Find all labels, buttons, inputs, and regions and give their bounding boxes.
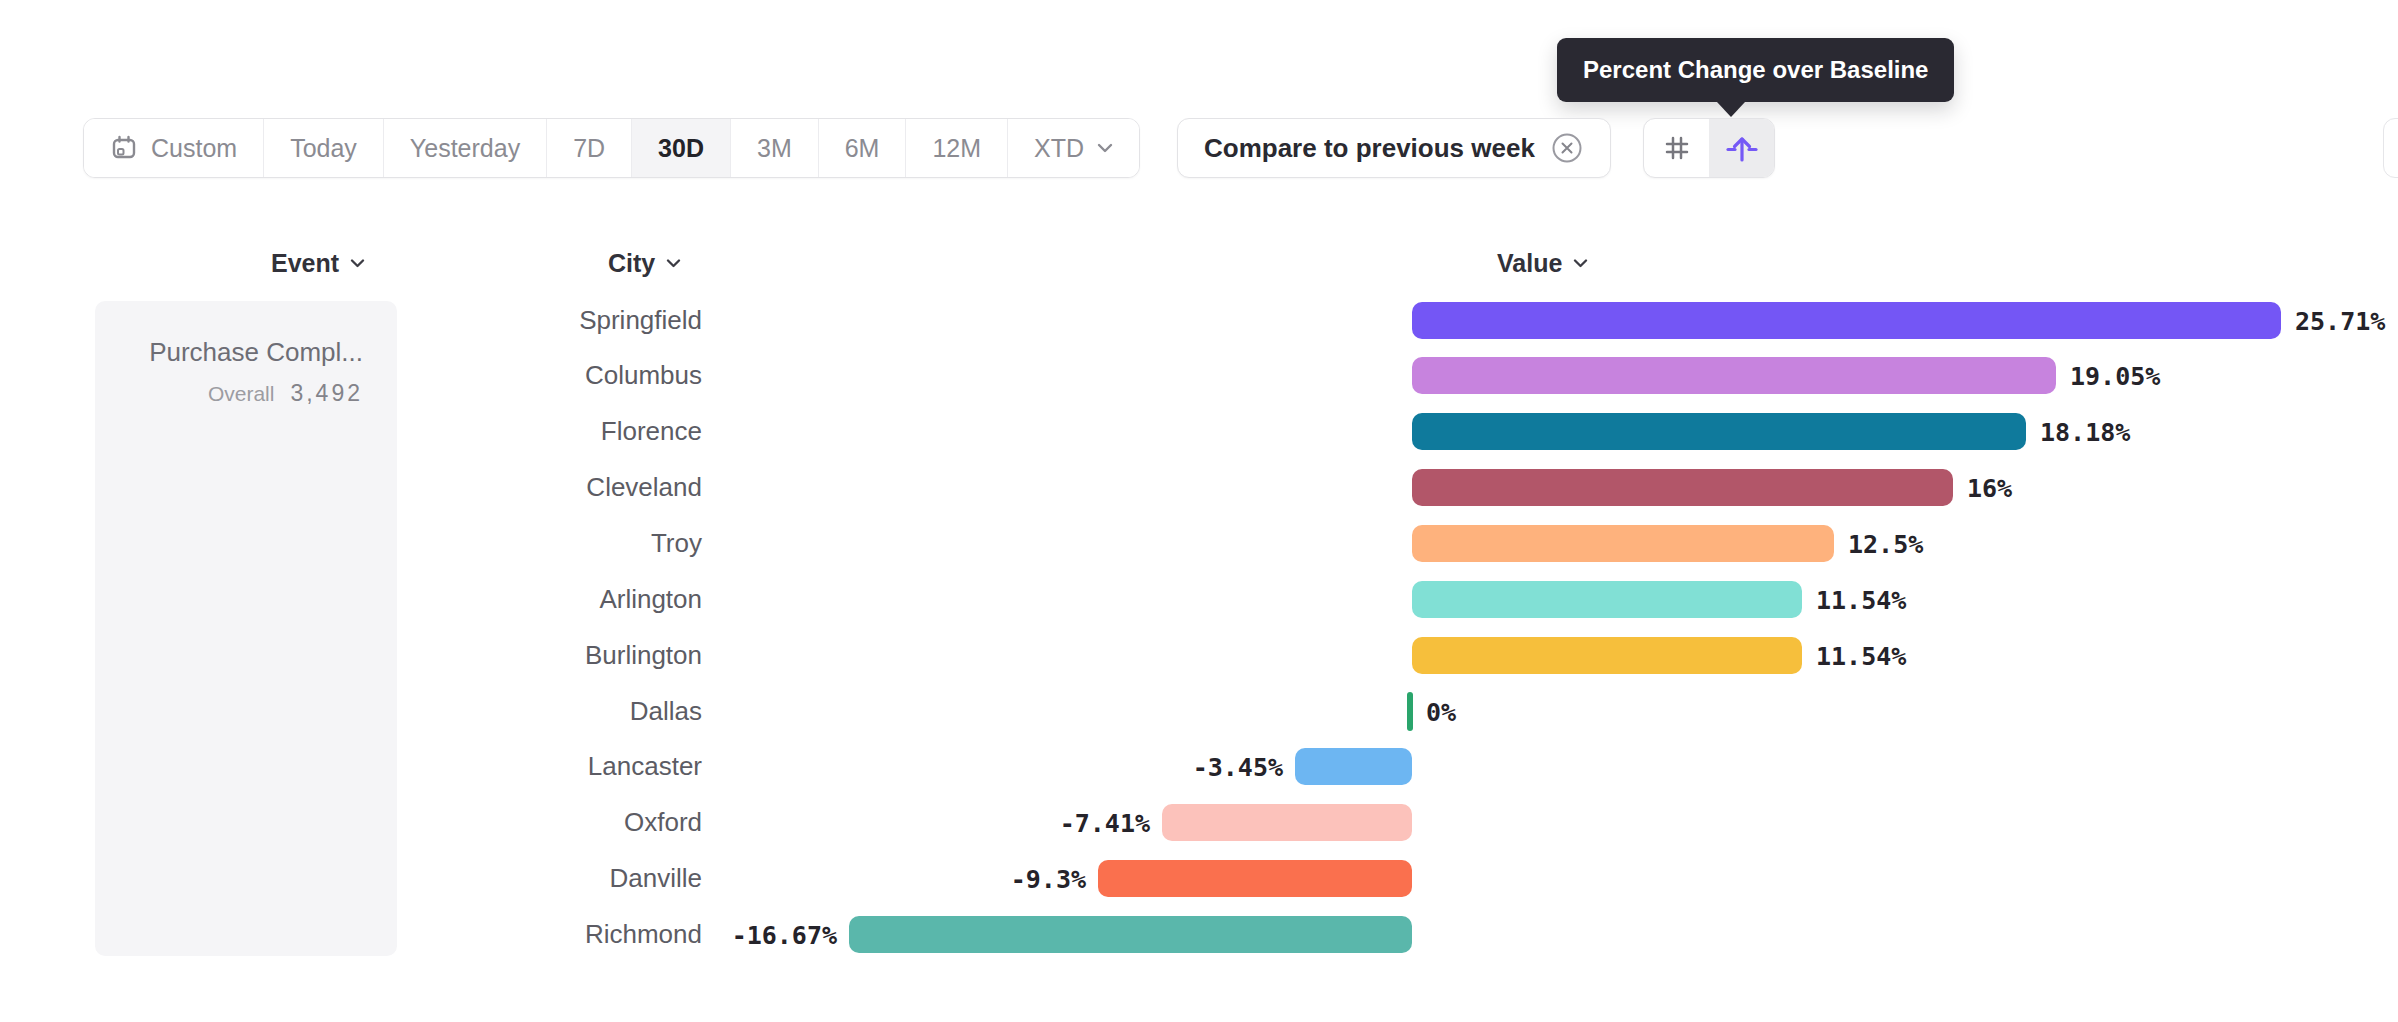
- calendar-icon: [110, 134, 138, 162]
- value-bar[interactable]: [1412, 581, 1802, 618]
- column-header-value[interactable]: Value: [1497, 248, 1588, 278]
- event-name: Purchase Compl...: [115, 337, 363, 368]
- tooltip: Percent Change over Baseline: [1557, 38, 1954, 102]
- date-range-label: Yesterday: [410, 134, 520, 163]
- date-range-xtd-button[interactable]: XTD: [1008, 119, 1139, 177]
- date-range-7d-button[interactable]: 7D: [547, 119, 632, 177]
- city-label: Burlington: [342, 637, 702, 674]
- value-label: 0%: [1426, 693, 1456, 730]
- city-label: Cleveland: [342, 469, 702, 506]
- value-bar[interactable]: [1412, 302, 2281, 339]
- show-numbers-button[interactable]: [1644, 119, 1709, 177]
- chevron-down-icon: [1097, 143, 1113, 153]
- value-bar[interactable]: [1295, 748, 1412, 785]
- city-label: Springfield: [342, 302, 702, 339]
- date-range-label: Today: [290, 134, 357, 163]
- event-cell-card[interactable]: Purchase Compl... Overall 3,492: [95, 301, 397, 956]
- value-label: 16%: [1967, 469, 2012, 506]
- value-label: 25.71%: [2295, 302, 2385, 339]
- percent-change-baseline-button[interactable]: [1709, 119, 1774, 177]
- date-range-label: 3M: [757, 134, 792, 163]
- value-bar[interactable]: [849, 916, 1412, 953]
- value-label: -3.45%: [1063, 748, 1283, 785]
- date-range-custom-button[interactable]: Custom: [84, 119, 264, 177]
- value-label: 11.54%: [1816, 637, 1906, 674]
- city-label: Lancaster: [342, 748, 702, 785]
- value-label: 19.05%: [2070, 357, 2160, 394]
- city-label: Danville: [342, 860, 702, 897]
- circle-x-icon[interactable]: [1550, 131, 1584, 165]
- city-label: Florence: [342, 413, 702, 450]
- baseline-arrow-icon: [1724, 130, 1760, 166]
- city-label: Dallas: [342, 693, 702, 730]
- value-bar[interactable]: [1412, 357, 2056, 394]
- date-range-30d-button[interactable]: 30D: [632, 119, 731, 177]
- date-range-6m-button[interactable]: 6M: [819, 119, 907, 177]
- date-range-toolbar: Custom Today Yesterday 7D 30D 3M 6M 12M …: [83, 118, 1140, 178]
- value-bar[interactable]: [1098, 860, 1412, 897]
- clipped-toolbar-button[interactable]: [2383, 118, 2398, 178]
- column-header-label: Value: [1497, 249, 1562, 278]
- city-label: Troy: [342, 525, 702, 562]
- column-header-label: Event: [271, 249, 339, 278]
- column-header-event[interactable]: Event: [271, 248, 365, 278]
- value-label: -9.3%: [866, 860, 1086, 897]
- chevron-down-icon: [666, 259, 681, 268]
- city-label: Oxford: [342, 804, 702, 841]
- value-bar[interactable]: [1412, 469, 1953, 506]
- column-header-label: City: [608, 249, 655, 278]
- date-range-label: 30D: [658, 134, 704, 163]
- date-range-label: 6M: [845, 134, 880, 163]
- date-range-yesterday-button[interactable]: Yesterday: [384, 119, 547, 177]
- date-range-label: Custom: [151, 134, 237, 163]
- date-range-3m-button[interactable]: 3M: [731, 119, 819, 177]
- value-label: -7.41%: [930, 804, 1150, 841]
- value-label: 12.5%: [1848, 525, 1923, 562]
- date-range-today-button[interactable]: Today: [264, 119, 384, 177]
- value-label: -16.67%: [617, 916, 837, 953]
- column-header-city[interactable]: City: [608, 248, 681, 278]
- value-bar[interactable]: [1412, 413, 2026, 450]
- compare-filter-pill[interactable]: Compare to previous week: [1177, 118, 1611, 178]
- event-metric-label: Overall: [208, 382, 275, 406]
- value-bar[interactable]: [1162, 804, 1412, 841]
- value-label: 11.54%: [1816, 581, 1906, 618]
- date-range-label: 7D: [573, 134, 605, 163]
- city-label: Columbus: [342, 357, 702, 394]
- date-range-label: 12M: [932, 134, 981, 163]
- date-range-12m-button[interactable]: 12M: [906, 119, 1008, 177]
- compare-filter-label: Compare to previous week: [1204, 133, 1535, 164]
- chevron-down-icon: [350, 259, 365, 268]
- tooltip-arrow: [1717, 102, 1745, 117]
- date-range-label: XTD: [1034, 134, 1084, 163]
- zero-baseline-tick[interactable]: [1407, 692, 1413, 731]
- analytics-dashboard: Percent Change over Baseline Custom Toda…: [0, 0, 2398, 1022]
- value-display-toggle: [1643, 118, 1775, 178]
- value-label: 18.18%: [2040, 413, 2130, 450]
- tooltip-text: Percent Change over Baseline: [1583, 56, 1928, 84]
- chevron-down-icon: [1573, 259, 1588, 268]
- number-grid-icon: [1662, 133, 1692, 163]
- city-label: Arlington: [342, 581, 702, 618]
- value-bar[interactable]: [1412, 525, 1834, 562]
- value-bar[interactable]: [1412, 637, 1802, 674]
